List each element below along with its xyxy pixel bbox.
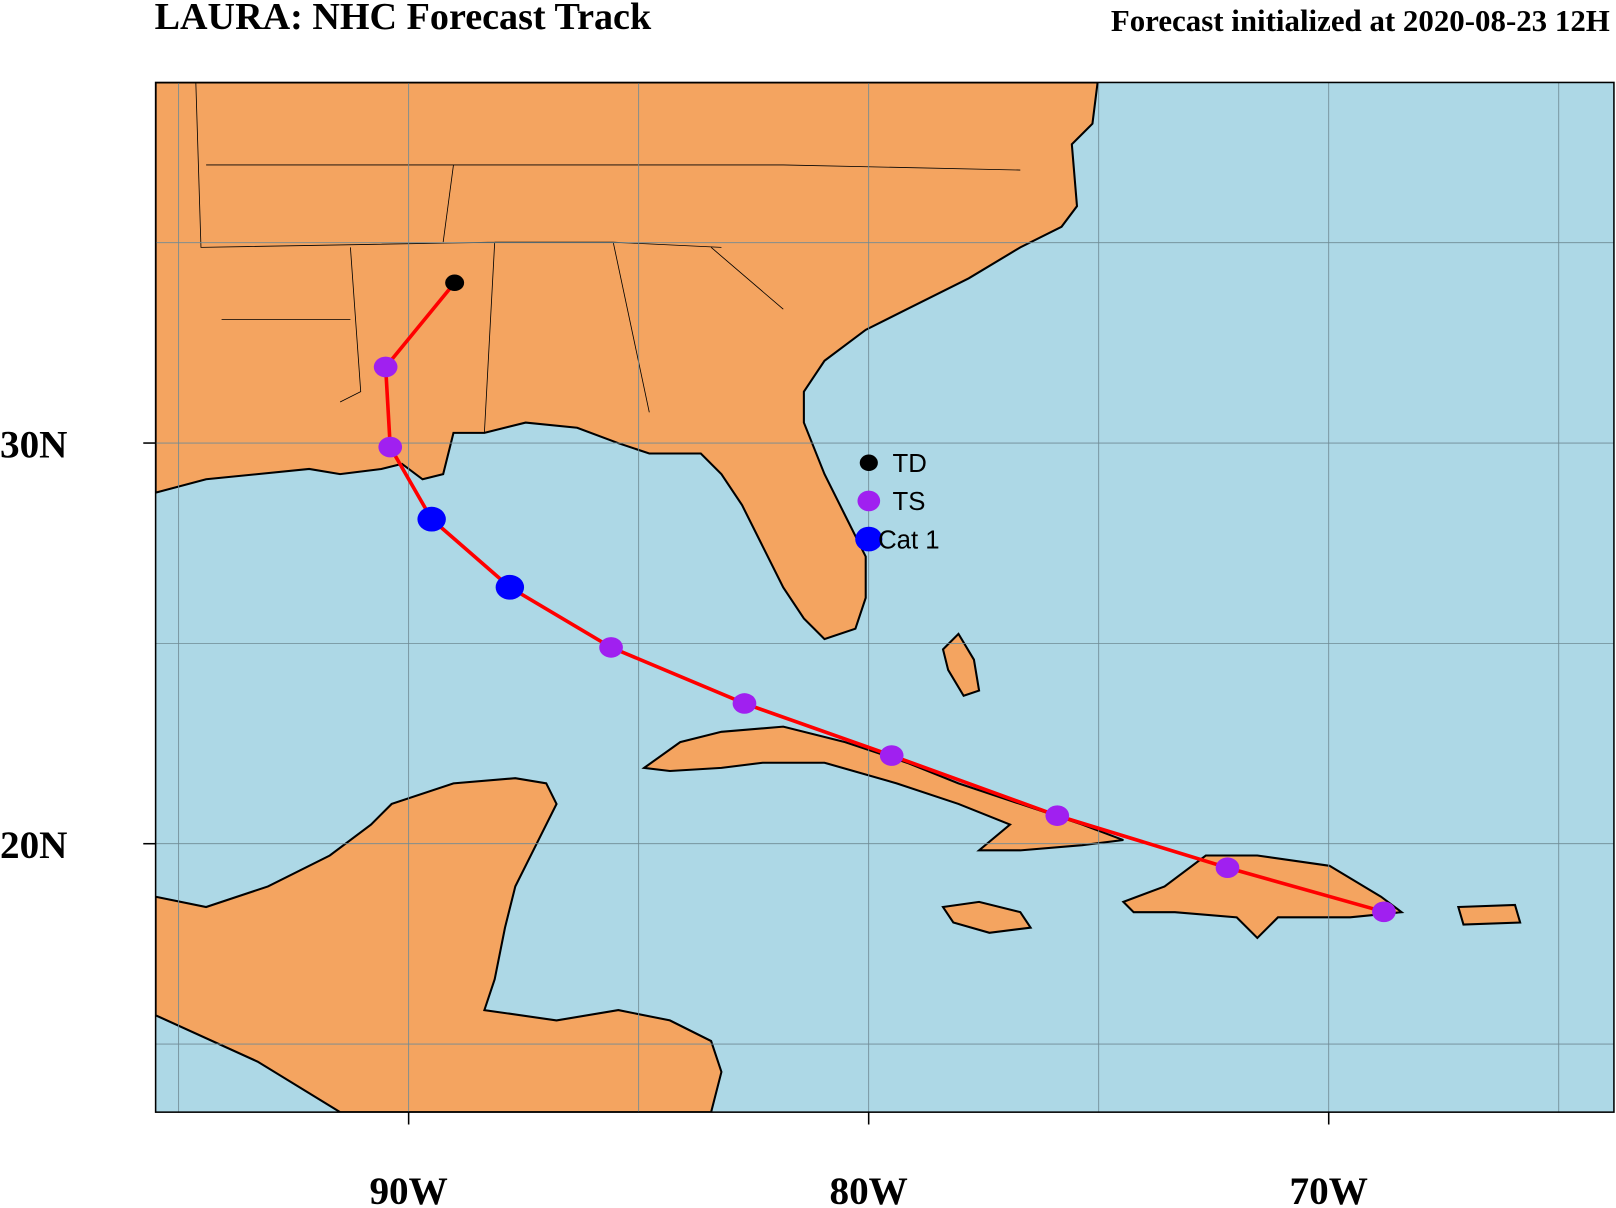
legend-label: TD xyxy=(893,450,927,478)
track-point xyxy=(1372,901,1396,923)
subtitle: Forecast initialized at 2020-08-23 12H xyxy=(1111,3,1610,38)
cuba xyxy=(641,725,1124,852)
track-point xyxy=(599,637,623,658)
track-point xyxy=(373,356,398,378)
track-point xyxy=(417,506,446,532)
legend-swatch xyxy=(859,454,878,472)
jamaica xyxy=(941,900,1033,934)
andros xyxy=(941,632,981,697)
legend-label: Cat 1 xyxy=(878,526,940,554)
grid xyxy=(155,82,1614,1113)
puerto-rico xyxy=(1456,903,1522,926)
track-point xyxy=(378,436,403,458)
track-point xyxy=(495,574,525,600)
x-tick-label: 70W xyxy=(1290,1170,1368,1208)
legend-swatch xyxy=(857,490,881,512)
track-point xyxy=(732,693,757,714)
y-tick-label: 20N xyxy=(0,824,67,867)
y-tick-label: 30N xyxy=(0,423,67,466)
track-point xyxy=(1045,805,1070,826)
legend: TD TS Cat 1 xyxy=(855,450,940,554)
x-tick-label: 80W xyxy=(830,1170,908,1208)
axes: 90W 80W 70W 20N 30N xyxy=(0,423,1368,1208)
mexico-central-america xyxy=(155,777,723,1113)
track-point xyxy=(1215,857,1240,879)
track xyxy=(373,274,1396,923)
map-frame xyxy=(154,81,1615,1113)
x-tick-label: 90W xyxy=(369,1170,447,1208)
track-point xyxy=(879,745,904,766)
legend-swatch xyxy=(855,526,883,552)
title: LAURA: NHC Forecast Track xyxy=(155,0,652,38)
land xyxy=(155,82,1522,1113)
north-america xyxy=(155,82,1099,641)
track-point xyxy=(445,274,465,292)
legend-label: TS xyxy=(893,488,926,516)
state-borders xyxy=(195,82,1021,433)
